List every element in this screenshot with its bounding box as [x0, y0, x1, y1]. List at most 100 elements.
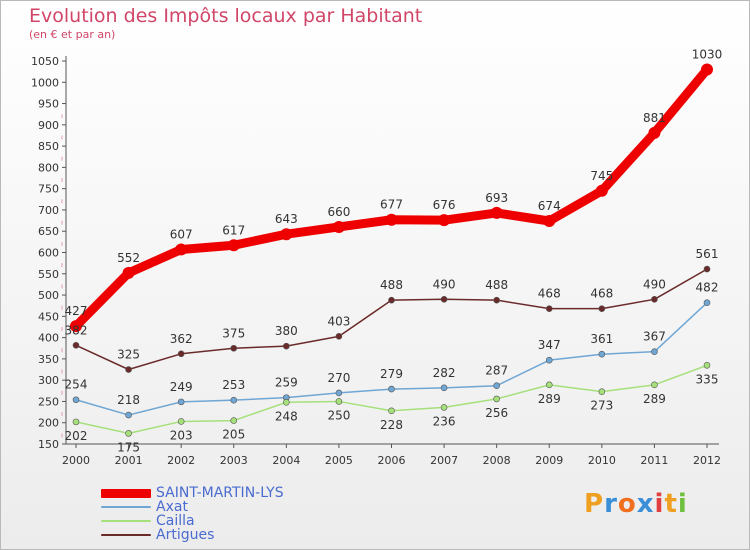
data-point	[230, 396, 238, 404]
data-label: 236	[433, 414, 456, 428]
y-tick-label: 400	[38, 332, 59, 345]
data-point	[230, 417, 238, 424]
data-point	[703, 299, 711, 307]
legend-swatch	[101, 534, 151, 536]
data-label: 289	[538, 392, 561, 406]
data-label: 468	[538, 287, 561, 301]
data-point	[545, 381, 553, 389]
legend-label: Axat	[156, 499, 188, 515]
data-label: 347	[538, 338, 561, 352]
data-point	[385, 213, 398, 226]
legend-label: SAINT-MARTIN-LYS	[156, 485, 284, 501]
data-point	[440, 404, 448, 411]
data-point	[335, 398, 343, 405]
data-point	[651, 296, 658, 303]
data-label: 361	[590, 332, 613, 346]
data-point	[177, 418, 185, 425]
data-label: 552	[117, 251, 140, 265]
proxiti-logo: Proxiti	[584, 489, 688, 519]
data-label: 228	[380, 418, 403, 432]
data-point	[72, 341, 80, 349]
data-label: 427	[65, 304, 88, 318]
data-point	[438, 214, 451, 227]
y-tick-label: 1000	[31, 76, 59, 89]
data-label: 250	[327, 408, 350, 422]
data-point	[595, 184, 608, 197]
data-label: 561	[696, 247, 719, 261]
legend-label: Artigues	[156, 527, 215, 543]
data-label: 382	[65, 323, 88, 337]
data-point	[543, 215, 556, 228]
data-point	[283, 342, 290, 350]
data-point	[493, 395, 500, 403]
x-tick-label: 2012	[693, 454, 721, 467]
data-label: 289	[643, 392, 666, 406]
data-point	[177, 350, 185, 358]
data-label: 203	[170, 428, 193, 442]
logo-letter: i	[654, 489, 665, 519]
data-label: 881	[643, 111, 666, 125]
data-point	[703, 361, 711, 369]
data-label: 660	[327, 205, 350, 219]
data-label: 745	[590, 169, 613, 183]
y-tick-label: 300	[38, 374, 59, 387]
data-point	[648, 126, 661, 139]
data-point	[493, 382, 500, 389]
data-label: 617	[222, 223, 245, 237]
x-tick-label: 2010	[588, 454, 616, 467]
logo-letter: i	[677, 489, 688, 519]
data-point	[283, 398, 290, 406]
y-tick-label: 150	[38, 438, 59, 451]
x-tick-label: 2004	[272, 454, 300, 467]
data-point	[388, 296, 395, 304]
x-tick-label: 2006	[378, 454, 406, 467]
y-tick-label: 1050	[31, 55, 59, 68]
data-point	[651, 381, 658, 389]
logo-letter: o	[617, 489, 637, 519]
x-tick-label: 2002	[167, 454, 195, 467]
y-tick-label: 850	[38, 140, 59, 153]
data-label: 325	[117, 348, 140, 362]
data-label: 287	[485, 364, 508, 378]
data-label: 202	[65, 429, 88, 443]
data-label: 367	[643, 330, 666, 344]
y-tick-label: 800	[38, 161, 59, 174]
data-label: 375	[222, 326, 245, 340]
legend-label: Cailla	[156, 513, 195, 529]
data-point	[125, 411, 132, 419]
data-point	[440, 384, 448, 392]
data-label: 403	[327, 314, 350, 328]
data-point	[651, 348, 658, 355]
data-point	[490, 206, 503, 219]
data-point	[175, 243, 188, 256]
y-tick-label: 250	[38, 395, 59, 408]
data-point	[493, 296, 500, 304]
data-point	[122, 266, 135, 279]
logo-letter: t	[664, 489, 678, 519]
data-label: 676	[433, 198, 456, 212]
data-point	[335, 333, 343, 340]
data-label: 205	[222, 428, 245, 442]
data-label: 488	[485, 278, 508, 292]
data-label: 693	[485, 191, 508, 205]
logo-letter: r	[604, 489, 618, 519]
data-label: 335	[696, 372, 719, 386]
data-label: 175	[117, 440, 140, 454]
data-point	[388, 407, 395, 415]
data-point	[332, 220, 345, 233]
data-label: 253	[222, 378, 245, 392]
data-label: 677	[380, 198, 403, 212]
data-label: 468	[590, 287, 613, 301]
data-point	[125, 430, 132, 437]
y-tick-label: 350	[38, 353, 59, 366]
data-point	[72, 396, 80, 404]
legend-swatch	[101, 520, 151, 522]
data-label: 490	[433, 277, 456, 291]
chart-subtitle: (en € et par an)	[29, 28, 116, 41]
data-point	[125, 366, 132, 373]
y-tick-label: 500	[38, 289, 59, 302]
y-tick-label: 700	[38, 204, 59, 217]
data-label: 282	[433, 366, 456, 380]
x-tick-label: 2000	[62, 454, 90, 467]
data-label: 488	[380, 278, 403, 292]
